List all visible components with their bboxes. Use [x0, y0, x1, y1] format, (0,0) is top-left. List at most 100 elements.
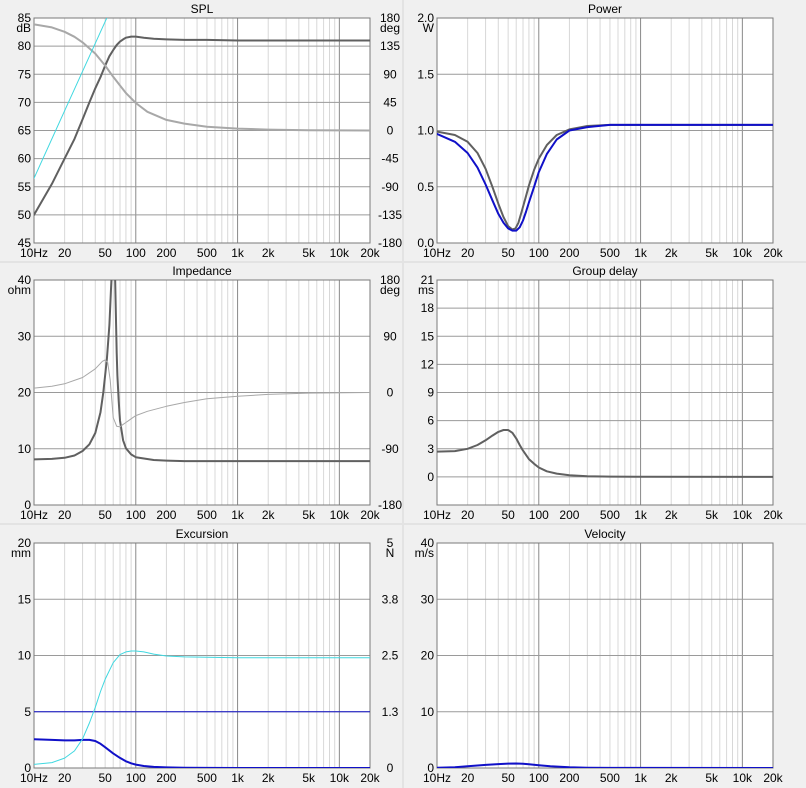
y-tick-label: 0.0 [417, 236, 434, 250]
x-tick-label: 1k [231, 508, 245, 522]
x-tick-label: 5k [705, 246, 719, 260]
y-tick-label: 60 [18, 152, 32, 166]
x-tick-label: 1k [634, 246, 648, 260]
y2-tick-label: 0 [387, 124, 394, 138]
y2-tick-label: 0 [387, 386, 394, 400]
x-tick-label: 1k [231, 771, 245, 785]
y-tick-label: 2.0 [417, 11, 434, 25]
x-tick-label: 50 [98, 508, 112, 522]
chart-title: Power [588, 2, 622, 16]
x-tick-label: 10Hz [20, 246, 48, 260]
x-tick-label: 200 [559, 246, 579, 260]
y2-tick-label: -90 [381, 180, 399, 194]
spl-series-line-3 [34, 18, 108, 179]
spl-series-line-1 [34, 35, 370, 216]
x-tick-label: 20 [461, 508, 475, 522]
y-tick-label: 30 [18, 329, 32, 343]
y2-tick-label: -180 [378, 498, 402, 512]
chart-title: Group delay [572, 264, 637, 278]
y-tick-label: 15 [18, 592, 32, 606]
x-tick-label: 20k [360, 771, 380, 785]
x-tick-label: 5k [302, 771, 316, 785]
y-tick-label: 0 [427, 761, 434, 775]
x-tick-label: 100 [529, 771, 549, 785]
y-tick-label: 21 [421, 273, 435, 287]
y-tick-label: 55 [18, 180, 32, 194]
chart-title: Impedance [172, 264, 232, 278]
left-unit-label: dB [16, 21, 31, 35]
x-tick-label: 200 [559, 771, 579, 785]
y-tick-label: 10 [421, 705, 435, 719]
x-tick-label: 200 [156, 508, 176, 522]
x-tick-label: 5k [705, 771, 719, 785]
y2-tick-label: 90 [383, 329, 397, 343]
y2-tick-label: 3.8 [382, 592, 399, 606]
y-tick-label: 80 [18, 39, 32, 53]
impedance-series-line-1 [34, 280, 370, 463]
x-tick-label: 2k [665, 246, 679, 260]
spl-chart: SPL 10Hz 20 50 100 200 500 1k 2k 5k 10k 20k 45 50 55 60… [0, 0, 403, 262]
impedance-series-line-2 [34, 359, 370, 428]
x-tick-label: 500 [197, 771, 217, 785]
y-tick-label: 45 [18, 236, 32, 250]
y-tick-label: 40 [421, 536, 435, 550]
right-unit-label: deg [380, 21, 400, 35]
x-tick-label: 20 [58, 771, 72, 785]
x-tick-label: 2k [665, 508, 679, 522]
x-tick-label: 50 [98, 771, 112, 785]
y-tick-label: 1.0 [417, 124, 434, 138]
x-tick-label: 5k [302, 508, 316, 522]
y-tick-label: 20 [18, 386, 32, 400]
x-tick-label: 2k [262, 771, 276, 785]
x-tick-label: 500 [600, 246, 620, 260]
group-delay-series-line-1 [437, 429, 773, 478]
y-tick-label: 75 [18, 67, 32, 81]
chart-title: SPL [191, 2, 214, 16]
y-tick-label: 70 [18, 95, 32, 109]
grid [437, 17, 773, 244]
x-tick-label: 10Hz [423, 508, 451, 522]
x-tick-label: 200 [156, 771, 176, 785]
y2-tick-label: 180 [380, 11, 400, 25]
x-tick-label: 10k [330, 508, 350, 522]
series-group [437, 123, 773, 232]
x-tick-label: 100 [126, 508, 146, 522]
series-group [437, 429, 773, 478]
y-tick-label: 40 [18, 273, 32, 287]
x-tick-label: 10Hz [20, 508, 48, 522]
x-tick-label: 20k [360, 508, 380, 522]
x-tick-label: 20 [58, 246, 72, 260]
x-tick-label: 10k [330, 246, 350, 260]
x-tick-label: 10k [330, 771, 350, 785]
y2-tick-label: -90 [381, 442, 399, 456]
x-tick-label: 50 [501, 771, 515, 785]
y-tick-label: 30 [421, 592, 435, 606]
x-tick-label: 1k [634, 771, 648, 785]
x-tick-label: 10Hz [20, 771, 48, 785]
left-unit-label: m/s [415, 546, 434, 560]
x-tick-label: 500 [600, 508, 620, 522]
x-tick-label: 50 [98, 246, 112, 260]
x-tick-label: 20k [763, 508, 783, 522]
right-unit-label: N [386, 546, 395, 560]
x-tick-label: 50 [501, 246, 515, 260]
x-tick-label: 2k [665, 771, 679, 785]
x-tick-label: 200 [156, 246, 176, 260]
power-series-line-1 [437, 123, 773, 231]
x-tick-label: 50 [501, 508, 515, 522]
x-tick-label: 20k [360, 246, 380, 260]
x-tick-label: 10k [733, 771, 753, 785]
y2-tick-label: -135 [378, 208, 402, 222]
y-tick-label: 6 [427, 414, 434, 428]
left-unit-label: ms [418, 283, 434, 297]
y2-tick-label: 45 [383, 95, 397, 109]
x-tick-label: 10Hz [423, 246, 451, 260]
x-tick-label: 500 [197, 246, 217, 260]
y-tick-label: 50 [18, 208, 32, 222]
x-tick-label: 100 [529, 246, 549, 260]
y-tick-label: 10 [18, 649, 32, 663]
y2-tick-label: -45 [381, 152, 399, 166]
y-tick-label: 0 [24, 761, 31, 775]
